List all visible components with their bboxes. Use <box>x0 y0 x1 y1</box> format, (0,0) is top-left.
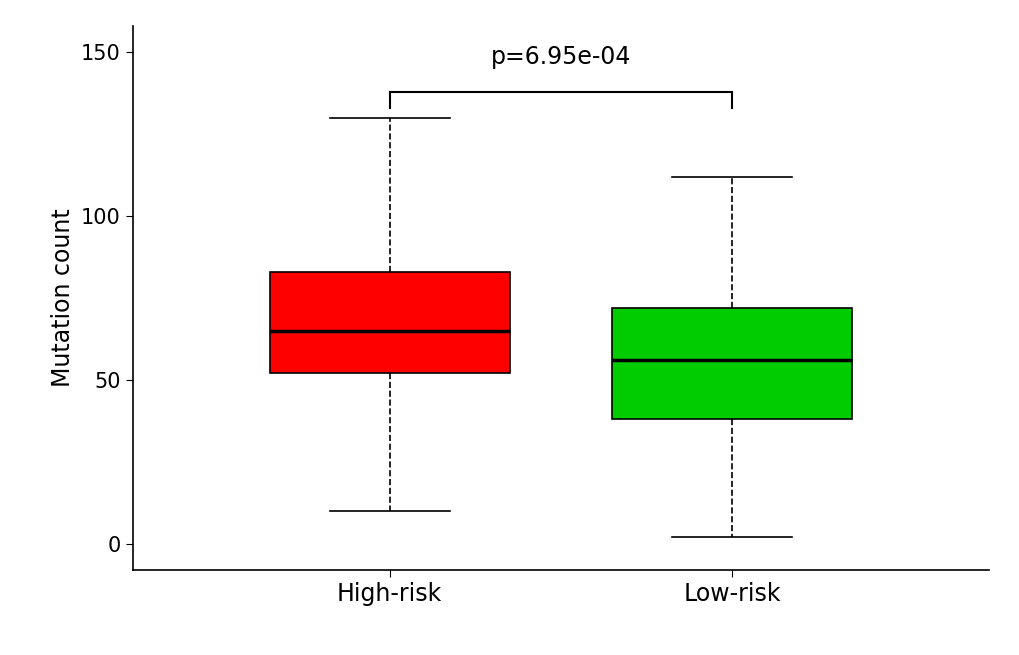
PathPatch shape <box>611 308 852 419</box>
Y-axis label: Mutation count: Mutation count <box>51 209 75 387</box>
Text: p=6.95e-04: p=6.95e-04 <box>490 45 631 69</box>
PathPatch shape <box>269 272 510 373</box>
